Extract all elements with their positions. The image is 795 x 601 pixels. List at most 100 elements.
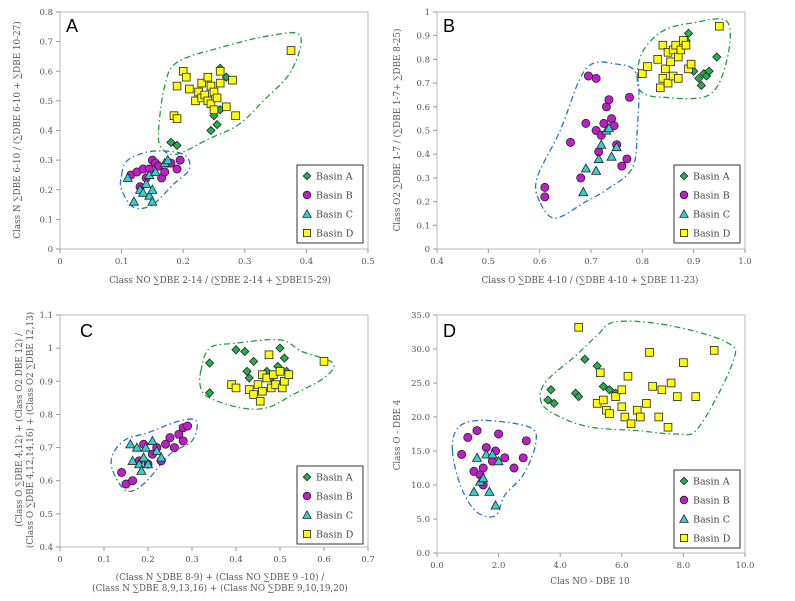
y-tick-label: 0.3 (39, 156, 53, 166)
data-point (128, 476, 138, 486)
x-tick-label: 2.0 (492, 561, 506, 571)
legend-marker (679, 208, 689, 218)
data-point (623, 371, 633, 381)
data-point (673, 52, 683, 62)
y-tick-label: 0.4 (416, 150, 430, 160)
y-tick-label: 0 (48, 245, 53, 255)
x-axis-title: Clas NO - DBE 10 (550, 577, 630, 587)
panel-b: 0.4 0.5 0.6 0.7 0.8 0.9 1.0 0 0.1 0.2 0.3 0.4 0.5 0.6… (392, 8, 752, 286)
panel-letter: D (443, 321, 456, 341)
data-point (686, 59, 696, 69)
data-point (648, 382, 657, 391)
data-point (472, 426, 482, 436)
y-tick-label: 25.0 (411, 379, 430, 389)
legend-label: Basin C (316, 511, 353, 522)
y-tick-label: 1 (425, 8, 430, 18)
data-point (549, 398, 559, 409)
data-point (484, 486, 495, 496)
legend-marker (302, 472, 312, 482)
legend: Basin A Basin B Basin C Basin D (296, 465, 364, 545)
data-point (712, 52, 722, 62)
data-point (679, 358, 688, 367)
legend-marker (679, 476, 689, 486)
data-point (636, 412, 645, 422)
series-basin-d (638, 21, 724, 93)
x-tick-label: 0.1 (97, 555, 111, 565)
data-point (611, 141, 622, 152)
data-point (249, 390, 258, 399)
data-point (174, 429, 184, 439)
data-point (156, 452, 167, 462)
data-point (625, 92, 634, 102)
data-point (182, 72, 191, 82)
y-tick-label: 0.5 (416, 127, 430, 137)
data-point (658, 74, 668, 83)
data-point (540, 192, 550, 202)
data-point (169, 443, 179, 453)
data-point (197, 78, 206, 88)
data-point (215, 66, 225, 76)
data-point (583, 71, 593, 81)
data-point (596, 139, 607, 149)
data-point (653, 55, 663, 64)
legend-marker (302, 208, 312, 218)
y-tick-label: 0.8 (39, 410, 53, 420)
x-tick-label: 0.4 (430, 257, 444, 267)
group-outline (636, 18, 731, 100)
data-point (617, 161, 627, 171)
data-point (581, 118, 591, 128)
legend-label: Basin B (693, 191, 730, 202)
data-point (141, 178, 152, 188)
data-point (663, 78, 673, 88)
panel-letter: A (66, 16, 78, 36)
data-point (605, 409, 614, 418)
data-point (599, 395, 608, 405)
panel-a: 0 0.1 0.2 0.3 0.4 0.5 0 0.1 0.2 0.3 0.4 0.5 0.6 0.7 0.… (12, 8, 375, 286)
data-point (481, 449, 492, 459)
y-tick-label: 35.0 (411, 311, 430, 321)
data-point (162, 154, 173, 165)
data-point (578, 186, 589, 197)
series-basin-d (227, 350, 329, 406)
legend-label: Basin B (693, 496, 730, 507)
data-point (284, 370, 294, 379)
x-tick-label: 0.4 (300, 257, 314, 267)
data-point (319, 357, 329, 366)
data-point (672, 392, 682, 401)
data-point (638, 69, 647, 78)
y-tick-label: 10.0 (411, 481, 430, 491)
data-point (128, 196, 140, 206)
data-point (142, 458, 154, 469)
data-point (147, 196, 158, 206)
data-point (509, 463, 519, 473)
series-basin-d (169, 46, 296, 123)
data-point (280, 377, 289, 386)
data-point (604, 385, 615, 395)
legend-marker (302, 530, 311, 539)
data-point (222, 102, 231, 112)
data-point (248, 356, 259, 367)
x-tick-label: 0.1 (115, 257, 129, 267)
data-point (147, 435, 158, 445)
x-tick-label: 1.0 (738, 257, 752, 267)
data-point (704, 66, 714, 76)
y-tick-label: 0.3 (416, 174, 430, 184)
data-point (136, 465, 147, 475)
data-point (611, 392, 620, 401)
data-point (166, 137, 176, 148)
group-outline (157, 31, 302, 156)
data-point (694, 73, 704, 84)
data-point (565, 137, 575, 147)
legend-marker (680, 228, 689, 237)
x-tick-label: 0.8 (636, 257, 650, 267)
y-tick-label: 0.7 (416, 79, 430, 89)
legend-label: Basin B (316, 492, 353, 503)
legend-label: Basin D (316, 229, 354, 240)
panel-c: 0 0.1 0.2 0.3 0.4 0.5 0.6 0.7 0.4 0.5 0.6 0.7 0.8 0.9… (14, 311, 375, 594)
data-point (203, 72, 213, 82)
data-point (493, 455, 504, 466)
x-tick-label: 0 (57, 555, 62, 565)
data-point (206, 125, 216, 136)
y-tick-label: 0.4 (39, 543, 53, 553)
y-tick-label: 1.1 (39, 311, 53, 321)
